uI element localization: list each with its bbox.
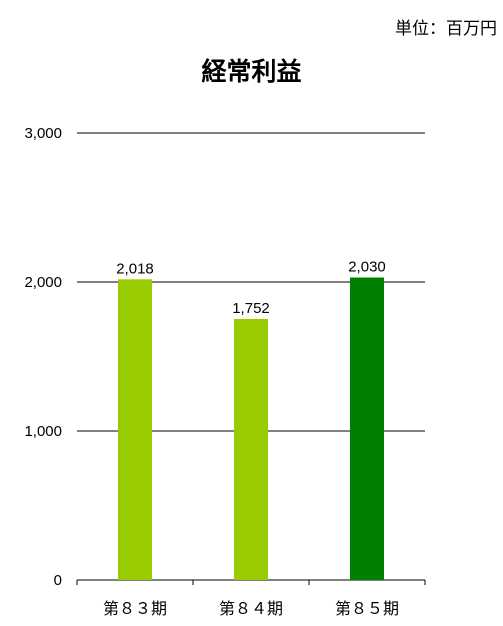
x-category-label: 第８４期	[219, 599, 283, 618]
chart-title: 経常利益	[201, 57, 302, 86]
x-category-label: 第８５期	[335, 599, 399, 618]
y-tick-label: 1,000	[24, 423, 62, 440]
bar-value-label: 1,752	[232, 300, 270, 317]
y-tick-label: 2,000	[24, 274, 62, 291]
bar	[234, 318, 268, 580]
bar	[350, 277, 384, 580]
bar-value-label: 2,018	[116, 260, 154, 277]
bar-value-label: 2,030	[348, 259, 386, 276]
bar	[118, 279, 152, 580]
x-category-label: 第８３期	[103, 599, 167, 618]
y-tick-label: 0	[54, 572, 62, 589]
y-tick-label: 3,000	[24, 125, 62, 142]
unit-label: 単位：百万円	[395, 19, 497, 39]
